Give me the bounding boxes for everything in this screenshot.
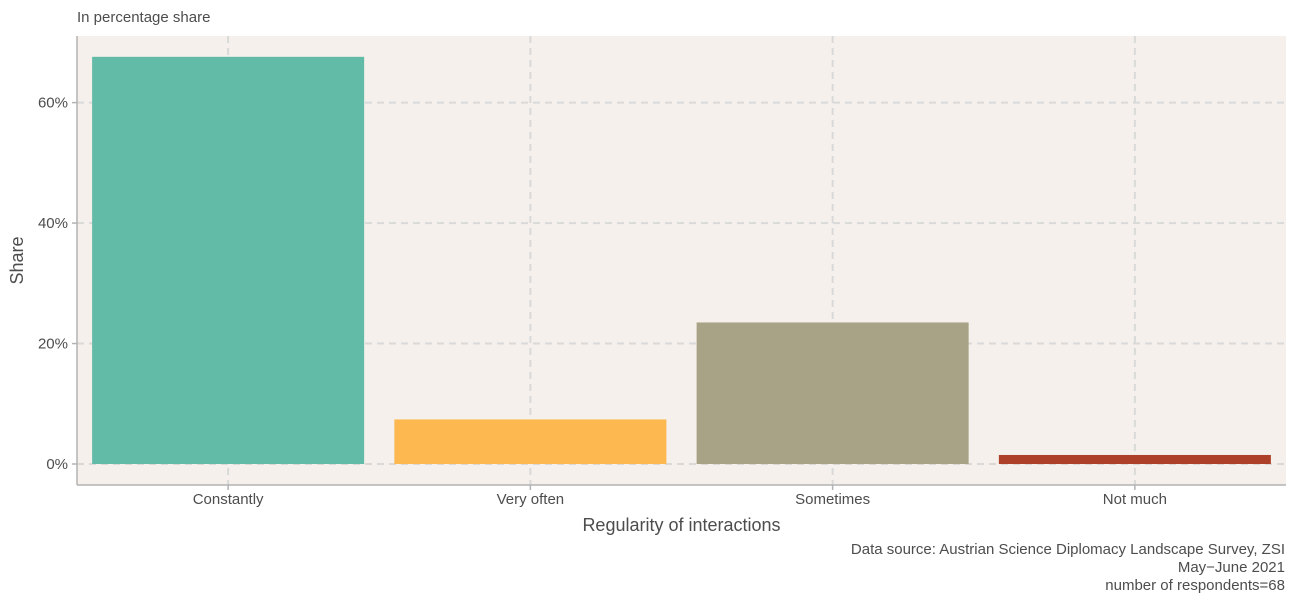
bar-sometimes [696,322,969,464]
bars [92,56,1271,465]
y-axis-title: Share [7,236,27,284]
caption-source: Data source: Austrian Science Diplomacy … [850,541,1285,558]
x-ticks: Constantly Very often Sometimes Not much [193,485,1167,508]
x-tick-label: Not much [1103,491,1167,508]
caption-period: May−June 2021 [1177,559,1285,576]
bar-constantly [92,56,365,465]
chart-caption: Data source: Austrian Science Diplomacy … [851,541,1285,595]
x-tick-label: Sometimes [795,491,870,508]
y-tick-label: 40% [38,215,68,232]
y-tick-label: 60% [38,95,68,112]
x-axis-title: Regularity of interactions [582,515,780,535]
x-tick-label: Constantly [193,491,264,508]
y-tick-label: 0% [46,456,68,473]
bar-very-often [394,419,667,464]
x-tick-label: Very often [497,491,565,508]
bar-not-much [998,454,1271,464]
chart-subtitle: In percentage share [77,9,211,26]
y-tick-label: 20% [38,336,68,353]
caption-respondents: number of respondents=68 [1105,577,1285,594]
y-ticks: 0% 20% 40% 60% [38,95,77,473]
